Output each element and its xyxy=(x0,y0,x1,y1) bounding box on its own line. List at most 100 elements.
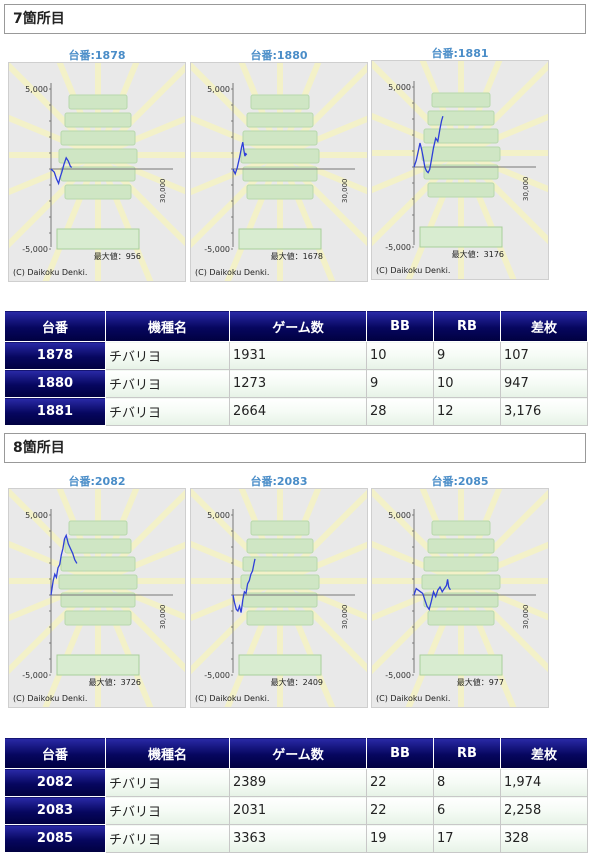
bg-base xyxy=(56,654,140,676)
cell-model: チバリヨ xyxy=(105,768,230,797)
col-header-games: ゲーム数 xyxy=(229,310,367,342)
section-title: 8箇所目 xyxy=(13,440,65,456)
table-row: 2085 チバリヨ 3363 19 17 328 xyxy=(4,824,588,853)
y-tick-label-top: 5,000 xyxy=(207,511,230,520)
graph-background xyxy=(191,63,367,281)
graph-label[interactable]: 台番:1881 xyxy=(371,48,549,60)
cell-unit[interactable]: 2085 xyxy=(4,824,106,853)
bg-tier xyxy=(240,148,320,164)
graph-label[interactable]: 台番:2082 xyxy=(8,476,186,488)
y-tick-label-top: 5,000 xyxy=(25,85,48,94)
cell-rb: 17 xyxy=(433,824,501,853)
cell-model: チバリヨ xyxy=(105,824,230,853)
cell-diff: 107 xyxy=(500,341,588,370)
table-row: 1881 チバリヨ 2664 28 12 3,176 xyxy=(4,397,588,426)
bg-ray xyxy=(278,541,367,584)
bg-tier xyxy=(421,574,501,590)
bg-ray xyxy=(191,114,282,158)
cell-unit[interactable]: 1881 xyxy=(4,397,106,426)
graph-label-link[interactable]: 台番:1878 xyxy=(68,49,126,62)
bg-tier xyxy=(246,538,314,554)
graph-label[interactable]: 台番:1878 xyxy=(8,50,186,62)
bg-ray xyxy=(372,112,463,156)
graph-label-link[interactable]: 台番:2085 xyxy=(431,475,489,488)
table-row: 1878 チバリヨ 1931 10 9 107 xyxy=(4,341,588,370)
graph-label[interactable]: 台番:2085 xyxy=(371,476,549,488)
slump-line xyxy=(50,533,78,596)
copyright-text: (C) Daikoku Denki. xyxy=(376,694,450,703)
col-header-model: 機種名 xyxy=(105,737,230,769)
bg-tier xyxy=(240,574,320,590)
section-title: 7箇所目 xyxy=(13,11,65,27)
bg-tier xyxy=(250,94,310,110)
bg-tier xyxy=(242,130,318,146)
slump-graph: 5,000 -5,000 30,000 最大値：977 (C) Daikoku Denk… xyxy=(371,488,549,708)
bg-tier xyxy=(246,610,314,626)
cell-games: 2389 xyxy=(229,768,367,797)
graph-background xyxy=(9,63,185,281)
slump-graph: 5,000 -5,000 30,000 最大値：1678 (C) Daikoku Den… xyxy=(190,62,368,282)
graph-background xyxy=(191,489,367,707)
col-header-diff: 差枚 xyxy=(500,310,588,342)
max-value-label: 最大値：956 xyxy=(94,251,141,261)
cell-unit[interactable]: 1878 xyxy=(4,341,106,370)
bg-tier xyxy=(427,182,495,198)
x-tick-label-right: 30,000 xyxy=(522,177,530,202)
bg-tier xyxy=(431,520,491,536)
copyright-text: (C) Daikoku Denki. xyxy=(195,268,269,277)
bg-ray xyxy=(278,578,367,621)
x-tick-label-right: 30,000 xyxy=(522,605,530,630)
bg-base xyxy=(56,228,140,250)
cell-model: チバリヨ xyxy=(105,397,230,426)
section-header-7: 7箇所目 xyxy=(4,4,586,34)
bg-tier xyxy=(58,148,138,164)
cell-diff: 947 xyxy=(500,369,588,398)
cell-model: チバリヨ xyxy=(105,341,230,370)
bg-tier xyxy=(60,130,136,146)
bg-tier xyxy=(431,92,491,108)
graph-label-link[interactable]: 台番:2083 xyxy=(250,475,308,488)
graph-label[interactable]: 台番:2083 xyxy=(190,476,368,488)
cell-unit[interactable]: 2083 xyxy=(4,796,106,825)
cell-bb: 9 xyxy=(366,369,434,398)
bg-tier xyxy=(64,112,132,128)
bg-ray xyxy=(459,113,548,156)
copyright-text: (C) Daikoku Denki. xyxy=(13,268,87,277)
bg-ray xyxy=(96,115,185,158)
bg-ray xyxy=(191,152,282,196)
cell-bb: 19 xyxy=(366,824,434,853)
graph-svg: 5,000 -5,000 30,000 最大値：977 (C) Daikoku Denk… xyxy=(372,489,548,707)
bg-ray xyxy=(372,578,463,622)
x-tick-label-right: 30,000 xyxy=(341,605,349,630)
bg-ray xyxy=(9,152,100,196)
graph-label-link[interactable]: 台番:2082 xyxy=(68,475,126,488)
bg-tier xyxy=(423,128,499,144)
data-table: 台番 機種名 ゲーム数 BB RB 差枚 1878 チバリヨ 1931 10 9… xyxy=(4,310,588,426)
bg-tier xyxy=(246,112,314,128)
graph-label-link[interactable]: 台番:1880 xyxy=(250,49,308,62)
slump-graph: 5,000 -5,000 30,000 最大値：3726 (C) Daikoku Den… xyxy=(8,488,186,708)
cell-bb: 22 xyxy=(366,768,434,797)
max-value-label: 最大値：2409 xyxy=(271,677,323,687)
graph-label[interactable]: 台番:1880 xyxy=(190,50,368,62)
bg-ray xyxy=(372,150,463,194)
bg-tier xyxy=(250,520,310,536)
bg-base xyxy=(238,654,322,676)
bg-base xyxy=(419,654,503,676)
x-tick-label-right: 30,000 xyxy=(159,605,167,630)
bg-ray xyxy=(9,578,100,622)
graph-label-link[interactable]: 台番:1881 xyxy=(431,47,489,60)
graph-svg: 5,000 -5,000 30,000 最大値：2409(C) Daikoku Den… xyxy=(191,489,367,707)
x-tick-label-right: 30,000 xyxy=(159,179,167,204)
bg-ray xyxy=(278,115,367,158)
cell-model: チバリヨ xyxy=(105,369,230,398)
cell-unit[interactable]: 2082 xyxy=(4,768,106,797)
col-header-rb: RB xyxy=(433,737,501,769)
bg-tier xyxy=(423,556,499,572)
bg-tier xyxy=(242,556,318,572)
cell-unit[interactable]: 1880 xyxy=(4,369,106,398)
y-tick-label-top: 5,000 xyxy=(388,511,411,520)
bg-ray xyxy=(459,578,548,621)
max-value-label: 最大値：977 xyxy=(457,677,504,687)
bg-ray xyxy=(459,150,548,193)
